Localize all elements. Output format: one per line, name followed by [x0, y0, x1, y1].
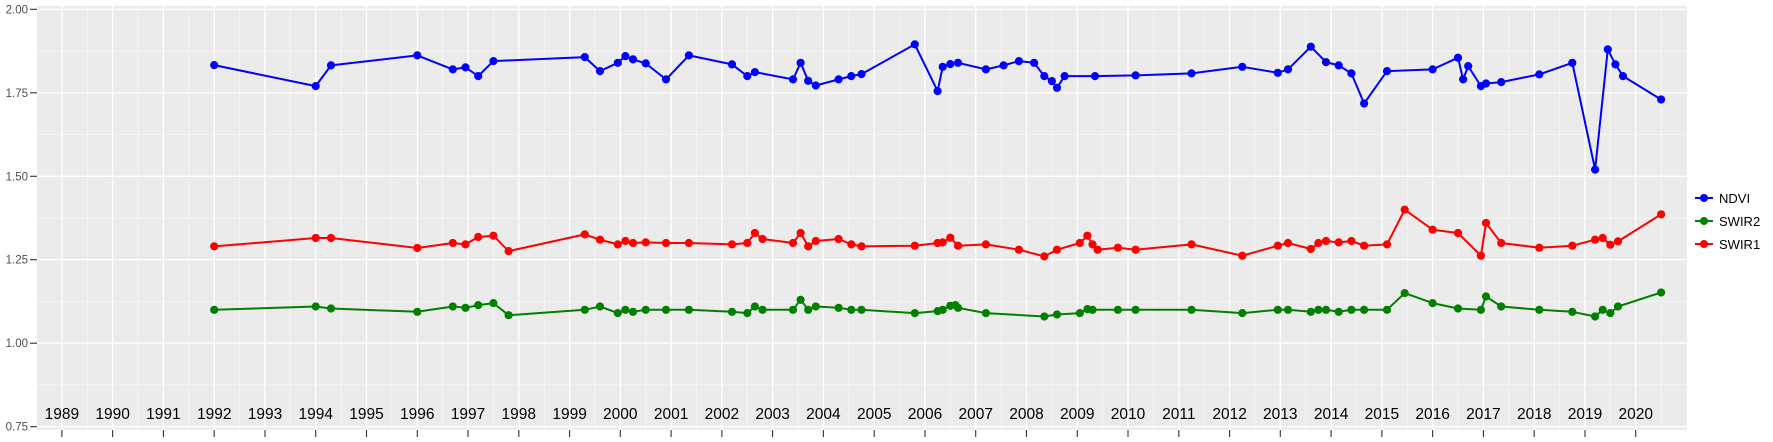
svg-text:2012: 2012: [1212, 406, 1246, 423]
legend-item-NDVI: NDVI: [1694, 190, 1760, 206]
svg-text:2020: 2020: [1618, 406, 1653, 423]
svg-text:2001: 2001: [654, 406, 688, 423]
svg-text:1993: 1993: [248, 406, 282, 423]
svg-text:2005: 2005: [857, 406, 891, 423]
svg-text:1996: 1996: [400, 406, 434, 423]
svg-text:1991: 1991: [146, 406, 180, 423]
svg-text:2008: 2008: [1009, 406, 1043, 423]
svg-text:2000: 2000: [603, 406, 638, 423]
y-axis-labels: 0.75 1.00 1.25 1.50 1.75 2.00: [6, 4, 28, 433]
svg-text:2.00: 2.00: [6, 4, 28, 16]
legend-key-icon: [1695, 240, 1713, 248]
svg-text:1.25: 1.25: [6, 255, 28, 267]
svg-text:2009: 2009: [1060, 406, 1094, 423]
series-SWIR2: [210, 288, 1666, 321]
axis-ticks: [30, 8, 1637, 437]
points-NDVI: [210, 40, 1666, 174]
x-axis-labels: 1989 1990 1991 1992 1993 1994 1995 1996 1997 1998…: [45, 406, 1654, 423]
svg-text:2002: 2002: [705, 406, 739, 423]
svg-text:2016: 2016: [1415, 406, 1449, 423]
svg-text:2006: 2006: [908, 406, 942, 423]
legend-item-SWIR1: SWIR1: [1694, 236, 1760, 252]
legend-label: SWIR2: [1719, 213, 1761, 229]
legend-label: SWIR1: [1719, 236, 1761, 252]
svg-text:1989: 1989: [45, 406, 79, 423]
svg-text:2010: 2010: [1111, 406, 1146, 423]
series-SWIR1: [210, 205, 1666, 261]
svg-text:2018: 2018: [1517, 406, 1551, 423]
svg-text:1990: 1990: [95, 406, 130, 423]
svg-text:1.00: 1.00: [6, 338, 28, 350]
legend-item-SWIR2: SWIR2: [1694, 213, 1760, 229]
points-SWIR2: [210, 288, 1666, 321]
svg-text:2004: 2004: [806, 406, 841, 423]
svg-text:1.75: 1.75: [6, 88, 28, 100]
svg-text:2007: 2007: [958, 406, 992, 423]
legend-key-icon: [1695, 194, 1713, 202]
svg-text:2015: 2015: [1365, 406, 1399, 423]
svg-text:1995: 1995: [349, 406, 383, 423]
svg-text:1999: 1999: [552, 406, 586, 423]
svg-text:0.75: 0.75: [6, 422, 28, 434]
legend: NDVI SWIR2 SWIR1: [1694, 190, 1761, 252]
svg-text:2014: 2014: [1314, 406, 1349, 423]
svg-text:1998: 1998: [502, 406, 536, 423]
svg-text:2013: 2013: [1263, 406, 1297, 423]
svg-text:2003: 2003: [755, 406, 789, 423]
svg-text:2011: 2011: [1162, 406, 1195, 423]
legend-label: NDVI: [1719, 190, 1751, 206]
svg-text:1.50: 1.50: [6, 171, 28, 183]
grid-minor: [37, 6, 1687, 430]
series-NDVI: [210, 40, 1666, 174]
points-SWIR1: [210, 205, 1666, 261]
svg-text:1997: 1997: [451, 406, 485, 423]
svg-text:1992: 1992: [197, 406, 231, 423]
svg-text:2019: 2019: [1568, 406, 1602, 423]
legend-key-icon: [1695, 217, 1713, 225]
svg-text:2017: 2017: [1466, 406, 1500, 423]
svg-text:1994: 1994: [298, 406, 333, 423]
